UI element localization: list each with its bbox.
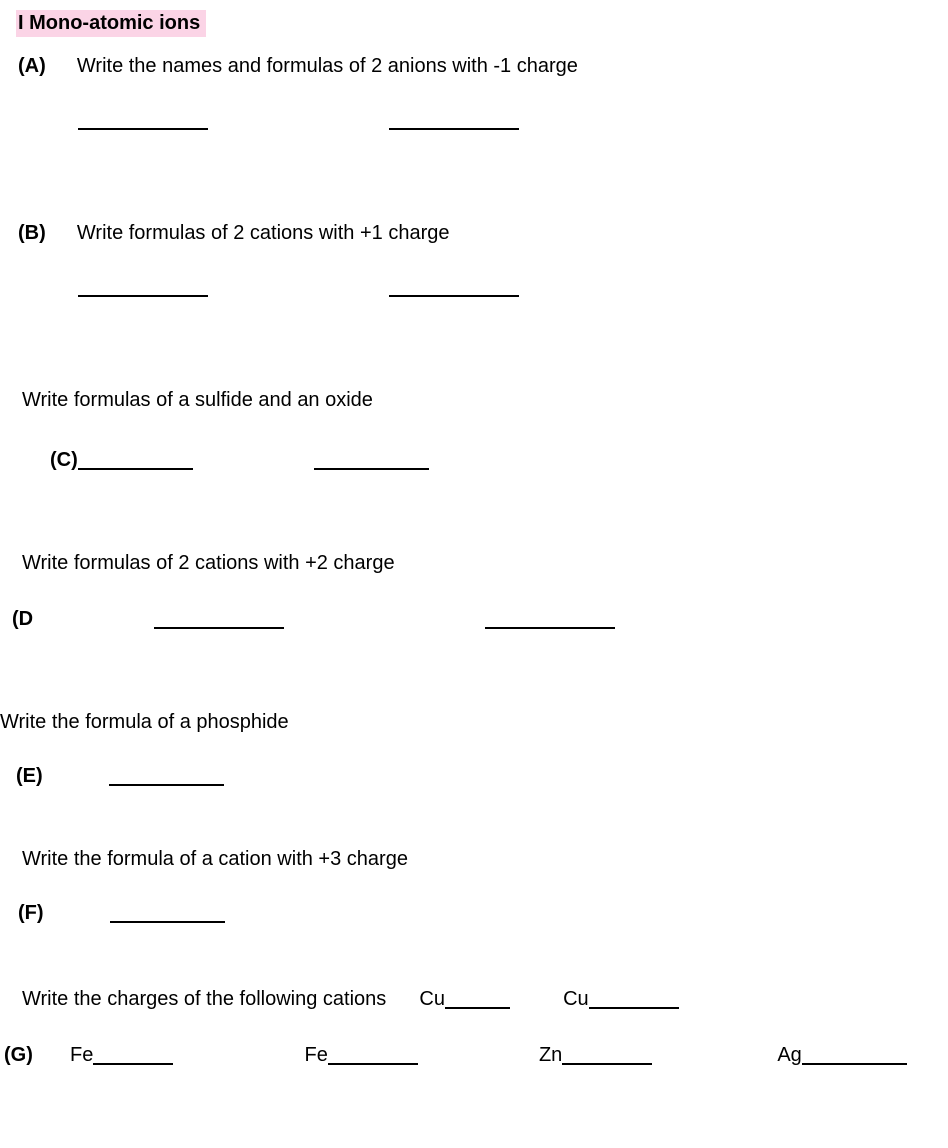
label-A: (A) [18,55,46,77]
label-C: (C) [50,449,78,471]
blank-G-Ag[interactable] [802,1045,907,1065]
question-A-line: (A) Write the names and formulas of 2 an… [18,55,928,78]
question-E-intro: Write the formula of a phosphide [0,711,928,734]
question-B-text: Write formulas of 2 cations with +1 char… [77,222,450,244]
blank-G-Cu-1[interactable] [445,989,510,1009]
question-G-line2: (G) Fe Fe Zn Ag [4,1041,928,1067]
label-G: (G) [4,1044,33,1066]
symbol-Cu-2: Cu [563,988,589,1010]
question-G-intro-line: Write the charges of the following catio… [22,985,928,1011]
blank-G-Fe-1[interactable] [93,1045,173,1065]
blank-G-Zn[interactable] [562,1045,652,1065]
blank-A-1[interactable] [78,110,208,130]
symbol-Ag: Ag [777,1044,801,1066]
label-F: (F) [18,902,44,924]
blank-C-2[interactable] [314,450,429,470]
symbol-Fe-1: Fe [70,1044,93,1066]
label-E: (E) [16,765,43,787]
blank-E-1[interactable] [109,766,224,786]
symbol-Zn: Zn [539,1044,562,1066]
blank-F-1[interactable] [110,903,225,923]
label-B: (B) [18,222,46,244]
blank-D-2[interactable] [485,609,615,629]
blank-B-2[interactable] [389,277,519,297]
blank-C-1[interactable] [78,450,193,470]
question-A-text: Write the names and formulas of 2 anions… [77,55,578,77]
question-E-line: (E) [16,762,928,788]
question-D-line: (D [12,605,928,631]
question-G-intro: Write the charges of the following catio… [22,988,386,1010]
question-B-blanks [78,273,928,299]
section-title: I Mono-atomic ions [16,10,206,37]
blank-B-1[interactable] [78,277,208,297]
symbol-Cu-1: Cu [419,988,445,1010]
question-D-intro: Write formulas of 2 cations with +2 char… [22,552,928,575]
question-C-intro: Write formulas of a sulfide and an oxide [22,389,928,412]
blank-G-Cu-2[interactable] [589,989,679,1009]
question-C-line: (C) [50,446,928,472]
symbol-Fe-2: Fe [304,1044,327,1066]
blank-A-2[interactable] [389,110,519,130]
question-F-intro: Write the formula of a cation with +3 ch… [22,848,928,871]
blank-D-1[interactable] [154,609,284,629]
question-F-line: (F) [18,899,928,925]
label-D: (D [12,608,33,630]
question-B-line: (B) Write formulas of 2 cations with +1 … [18,222,928,245]
question-A-blanks [78,106,928,132]
blank-G-Fe-2[interactable] [328,1045,418,1065]
